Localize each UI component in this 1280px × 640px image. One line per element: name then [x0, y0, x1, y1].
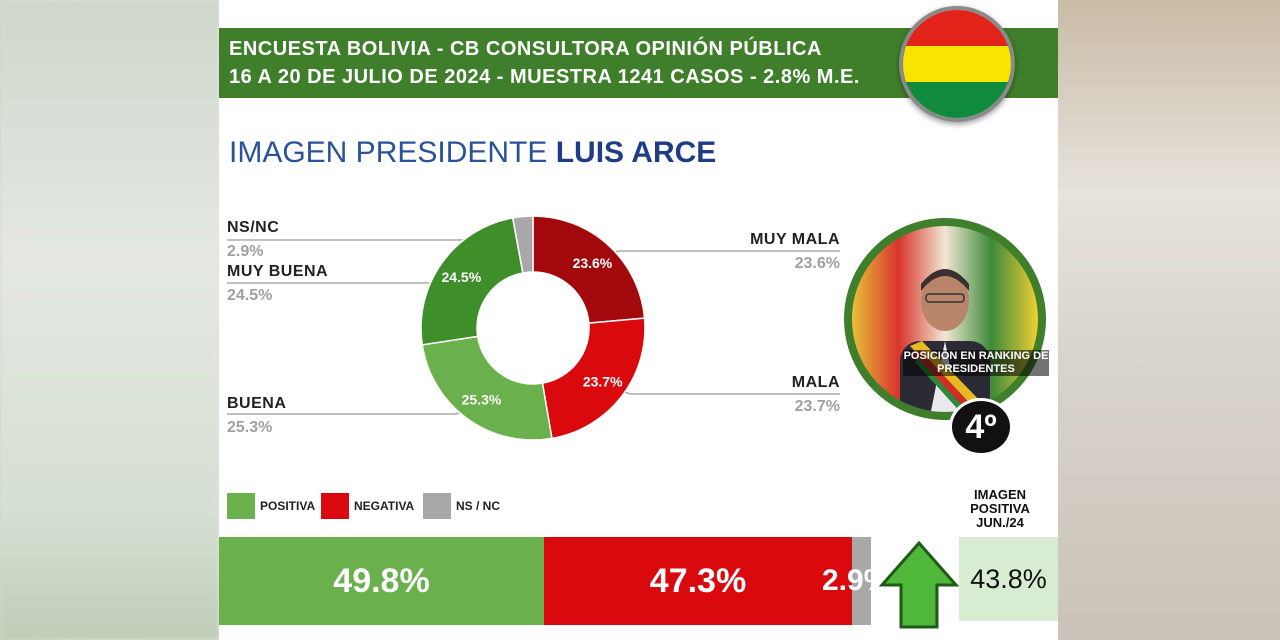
label-muy-buena: MUY BUENA: [227, 263, 329, 280]
donut-slice-buena: [421, 335, 553, 441]
summary-segment-label: 2.9%: [822, 564, 871, 597]
background-left: [0, 0, 219, 640]
leader-line: [610, 387, 840, 395]
summary-segment-negativa: 47.3%: [544, 537, 852, 625]
leader-line: [227, 406, 476, 415]
leader-line: [599, 250, 840, 257]
portrait-photo: [852, 226, 1038, 412]
legend-label-nsnc: NS / NC: [456, 499, 501, 513]
legend-label-negativa: NEGATIVA: [354, 499, 415, 513]
donut-slice-ns-nc: [511, 215, 534, 274]
summary-segment-ns-nc: 2.9%: [822, 537, 871, 625]
infographic-card: ENCUESTA BOLIVIA - CB CONSULTORA OPINIÓN…: [219, 0, 1058, 640]
person-silhouette-icon: [900, 269, 990, 412]
title-name: LUIS ARCE: [555, 136, 717, 169]
donut-slice-muy-buena: [420, 216, 524, 346]
pct-muy-buena: 24.5%: [227, 287, 273, 304]
legend-swatch-negativa: [321, 493, 349, 519]
donut-slice-labels: 23.6% 23.7% 25.3% 24.5%: [441, 255, 623, 407]
label-mala: MALA: [791, 374, 840, 391]
previous-image-box: [959, 537, 1058, 621]
slice-value-label: 23.6%: [573, 255, 613, 271]
title-prefix: IMAGEN PRESIDENTE: [229, 136, 556, 169]
slice-value-label: 23.7%: [583, 374, 623, 390]
legend-swatch-positiva: [227, 493, 255, 519]
up-arrow-icon: [879, 540, 959, 629]
header-line-2: 16 A 20 DE JULIO DE 2024 - MUESTRA 1241 …: [229, 66, 860, 88]
label-nsnc: NS/NC: [227, 219, 280, 236]
donut-slice-muy-mala: [532, 215, 646, 324]
pct-muy-mala: 23.6%: [794, 255, 840, 272]
summary-segment-positiva: 49.8%: [219, 537, 544, 625]
pct-buena: 25.3%: [227, 419, 273, 436]
legend-swatch-nsnc: [423, 493, 451, 519]
president-portrait: [844, 218, 1046, 420]
donut-chart: 23.6% 23.7% 25.3% 24.5%: [227, 215, 840, 441]
label-buena: BUENA: [227, 395, 287, 412]
background-right: [1058, 0, 1280, 640]
label-muy-mala: MUY MALA: [750, 231, 840, 248]
summary-segment-label: 47.3%: [649, 562, 747, 600]
leader-line: [227, 270, 454, 284]
previous-image-title: IMAGEN POSITIVA JUN./24: [970, 487, 1030, 530]
page-title: IMAGEN PRESIDENTE LUIS ARCE: [229, 136, 716, 170]
previous-image-value: 43.8%: [970, 564, 1047, 594]
summary-segment-label: 49.8%: [333, 562, 430, 600]
slice-value-label: 25.3%: [462, 391, 502, 407]
pct-nsnc: 2.9%: [227, 243, 264, 260]
header-line-1: ENCUESTA BOLIVIA - CB CONSULTORA OPINIÓN…: [229, 38, 822, 60]
legend-label-positiva: POSITIVA: [260, 499, 316, 513]
slice-value-label: 24.5%: [441, 269, 481, 285]
ranking-caption: POSICIÓN EN RANKING DE PRESIDENTES: [903, 350, 1049, 376]
donut-slice-mala: [541, 317, 646, 440]
donut-slices: [420, 215, 646, 441]
ranking-position-badge: 4º: [949, 398, 1013, 456]
pct-mala: 23.7%: [794, 398, 840, 415]
